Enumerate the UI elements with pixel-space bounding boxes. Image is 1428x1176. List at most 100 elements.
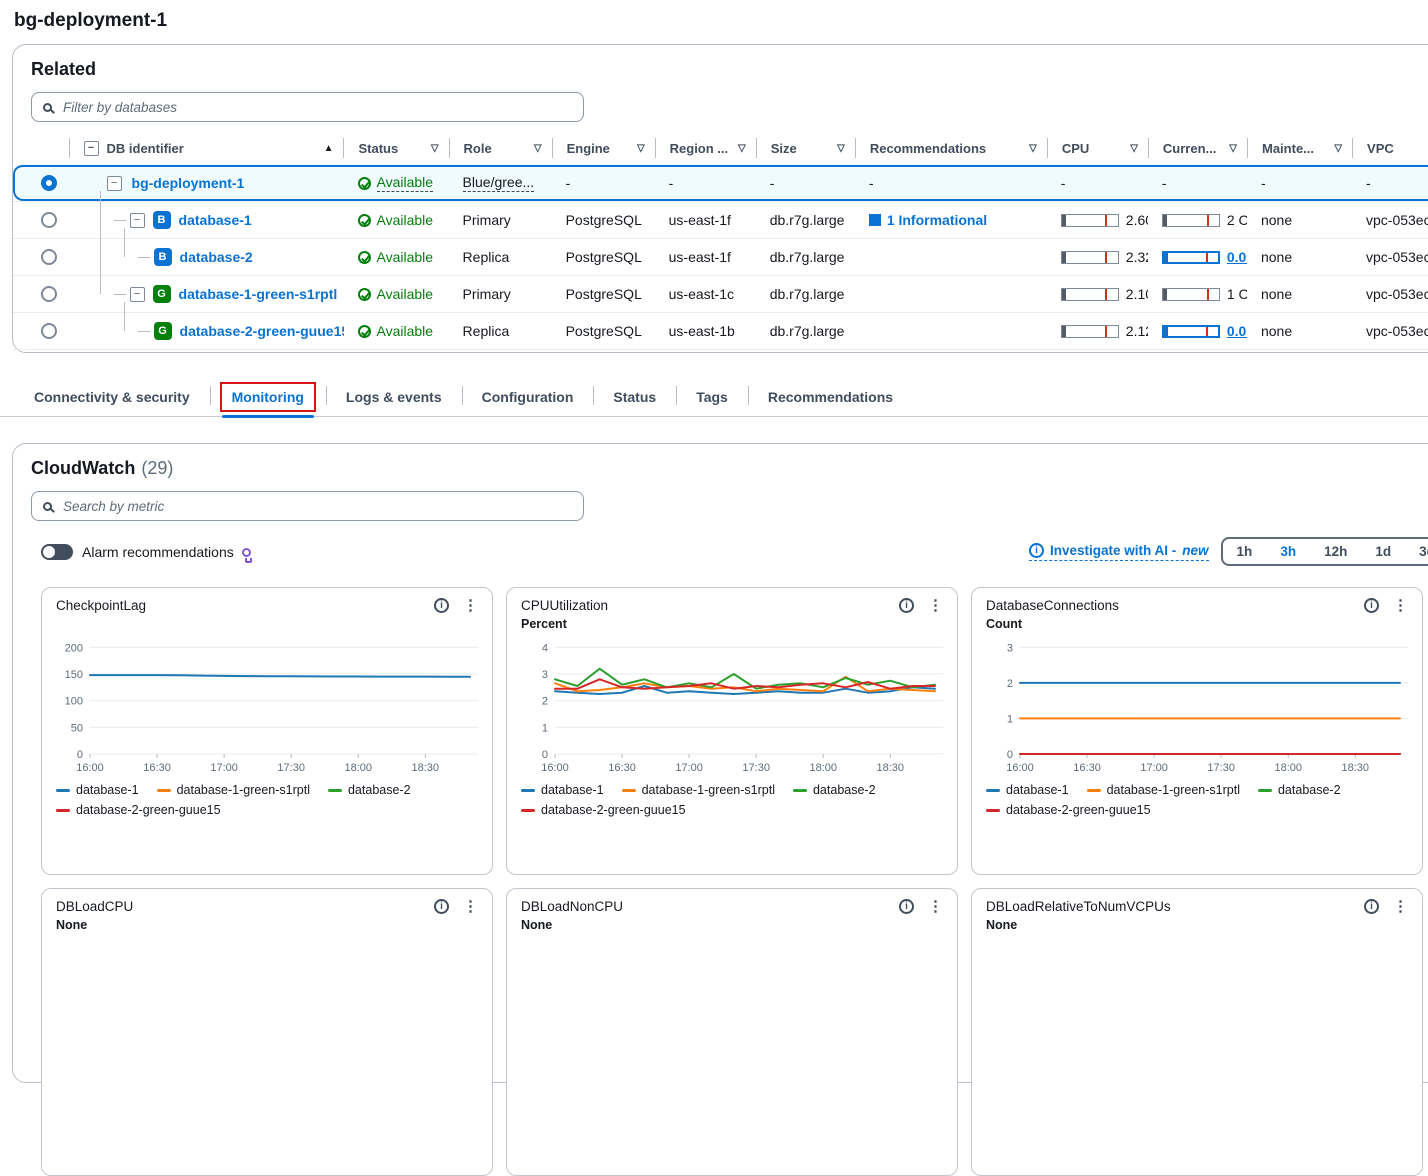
db-identifier-link[interactable]: database-1-green-s1rptl <box>178 286 338 302</box>
cpu-gauge <box>1060 213 1119 227</box>
filter-icon[interactable]: ▽ <box>636 142 645 154</box>
tab-configuration[interactable]: Configuration <box>461 377 594 416</box>
filter-icon[interactable]: ▽ <box>1029 142 1037 154</box>
chart-info-icon[interactable]: i <box>899 598 914 613</box>
collapse-all-icon[interactable]: − <box>83 140 99 156</box>
tab-connectivity-security[interactable]: Connectivity & security <box>14 377 210 416</box>
row-radio-button[interactable] <box>40 175 57 191</box>
current-activity-value[interactable]: 0.00 se <box>1226 323 1247 339</box>
column-header-recommendations[interactable]: Recommendations ▽ <box>854 138 1047 158</box>
tree-collapse-icon[interactable]: − <box>106 175 122 191</box>
lightbulb-icon <box>241 547 252 563</box>
db-identifier-link[interactable]: database-1 <box>178 212 252 228</box>
tab-recommendations[interactable]: Recommendations <box>747 377 913 416</box>
legend-item[interactable]: database-2 <box>792 783 876 797</box>
time-range-3d[interactable]: 3d <box>1419 544 1428 559</box>
role-value[interactable]: Blue/gree... <box>462 174 535 192</box>
alarm-recommendations-toggle[interactable] <box>41 544 73 560</box>
tab-status[interactable]: Status <box>593 377 676 416</box>
row-radio-button[interactable] <box>40 286 57 302</box>
databases-filter-input[interactable] <box>61 98 572 116</box>
column-header-mainte-[interactable]: Mainte... ▽ <box>1247 138 1352 158</box>
db-identifier-link[interactable]: database-2-green-guue15 <box>179 323 344 339</box>
table-row[interactable]: − bg-deployment-1 Available Blue/gree... - - -… <box>13 164 1428 201</box>
legend-item[interactable]: database-1-green-s1rptl <box>156 783 310 797</box>
filter-icon[interactable]: ▽ <box>533 142 542 154</box>
column-header-label: CPU <box>1061 140 1090 156</box>
time-range-3h[interactable]: 3h <box>1280 544 1297 559</box>
column-header-cpu[interactable]: CPU ▽ <box>1046 138 1148 158</box>
column-header-db-identifier[interactable]: − DB identifier ▲ <box>68 138 344 158</box>
region-value: us-east-1b <box>668 323 735 339</box>
db-identifier-link[interactable]: database-2 <box>179 249 253 265</box>
column-header-role[interactable]: Role ▽ <box>448 138 552 158</box>
chart-menu-icon[interactable]: ⋮ <box>1393 597 1408 614</box>
time-range-1d[interactable]: 1d <box>1375 544 1392 559</box>
chart-menu-icon[interactable]: ⋮ <box>463 597 478 614</box>
filter-icon[interactable]: ▽ <box>430 142 439 154</box>
legend-item[interactable]: database-1-green-s1rptl <box>621 783 775 797</box>
legend-item[interactable]: database-2-green-guue15 <box>521 803 686 817</box>
legend-item[interactable]: database-1-green-s1rptl <box>1086 783 1240 797</box>
chart-info-icon[interactable]: i <box>434 598 449 613</box>
column-header-status[interactable]: Status ▽ <box>343 138 448 158</box>
investigate-with-ai-link[interactable]: i Investigate with AI - new <box>1029 542 1209 561</box>
cpu-gauge <box>1060 287 1119 301</box>
chart-info-icon[interactable]: i <box>1364 598 1379 613</box>
time-range-12h[interactable]: 12h <box>1324 544 1348 559</box>
column-header-size[interactable]: Size ▽ <box>755 138 855 158</box>
chart-menu-icon[interactable]: ⋮ <box>463 898 478 915</box>
sort-ascending-icon[interactable]: ▲ <box>323 142 334 154</box>
size-value: db.r7g.large <box>769 249 845 265</box>
legend-item[interactable]: database-2-green-guue15 <box>986 803 1151 817</box>
time-range-1h[interactable]: 1h <box>1236 544 1253 559</box>
row-radio-button[interactable] <box>40 323 57 339</box>
databases-filter[interactable] <box>31 92 584 122</box>
column-header-region-[interactable]: Region ... ▽ <box>654 138 756 158</box>
status-value[interactable]: Available <box>376 174 434 192</box>
row-radio-button[interactable] <box>40 212 57 228</box>
legend-item[interactable]: database-2 <box>1257 783 1341 797</box>
chart-info-icon[interactable]: i <box>899 899 914 914</box>
recommendations-link[interactable]: 1 Informational <box>886 212 988 228</box>
tab-monitoring[interactable]: Monitoring <box>209 377 326 418</box>
available-check-icon <box>357 176 371 190</box>
filter-icon[interactable]: ▽ <box>1334 142 1343 154</box>
column-header-engine[interactable]: Engine ▽ <box>551 138 655 158</box>
tab-tags[interactable]: Tags <box>676 377 748 416</box>
chart-info-icon[interactable]: i <box>434 899 449 914</box>
legend-item[interactable]: database-2 <box>327 783 411 797</box>
chart-plot-area: 3 2 1 016:00 16:30 17:00 17:30 18:00 18:30 <box>1006 642 1408 774</box>
metric-search-input[interactable] <box>61 497 572 515</box>
column-header-curren-[interactable]: Curren... ▽ <box>1147 138 1247 158</box>
tree-collapse-icon[interactable]: − <box>129 286 145 302</box>
filter-icon[interactable]: ▽ <box>1229 142 1237 154</box>
chart-info-icon[interactable]: i <box>1364 899 1379 914</box>
tab-logs-events[interactable]: Logs & events <box>325 377 462 416</box>
series-line-database-1-green-s1rptl <box>554 675 936 693</box>
legend-item[interactable]: database-2-green-guue15 <box>56 803 221 817</box>
legend-item[interactable]: database-1 <box>521 783 604 797</box>
cloudwatch-count: (29) <box>141 458 174 478</box>
db-identifier-link[interactable]: bg-deployment-1 <box>131 175 245 191</box>
filter-icon[interactable]: ▽ <box>1130 142 1138 154</box>
chart-menu-icon[interactable]: ⋮ <box>928 597 943 614</box>
metric-search[interactable] <box>31 491 584 521</box>
tree-collapse-icon[interactable]: − <box>129 212 145 228</box>
chart-menu-icon[interactable]: ⋮ <box>928 898 943 915</box>
chart-menu-icon[interactable]: ⋮ <box>1393 898 1408 915</box>
legend-item[interactable]: database-1 <box>986 783 1069 797</box>
chart-unit-label: None <box>986 918 1018 932</box>
filter-icon[interactable]: ▽ <box>738 142 746 154</box>
chart-title: DatabaseConnections <box>986 598 1119 613</box>
filter-icon[interactable]: ▽ <box>837 142 845 154</box>
row-radio-button[interactable] <box>40 249 57 265</box>
current-activity-value[interactable]: 0.00 se <box>1226 249 1247 265</box>
legend-item[interactable]: database-1 <box>56 783 139 797</box>
column-header-vpc[interactable]: VPC <box>1352 138 1428 158</box>
